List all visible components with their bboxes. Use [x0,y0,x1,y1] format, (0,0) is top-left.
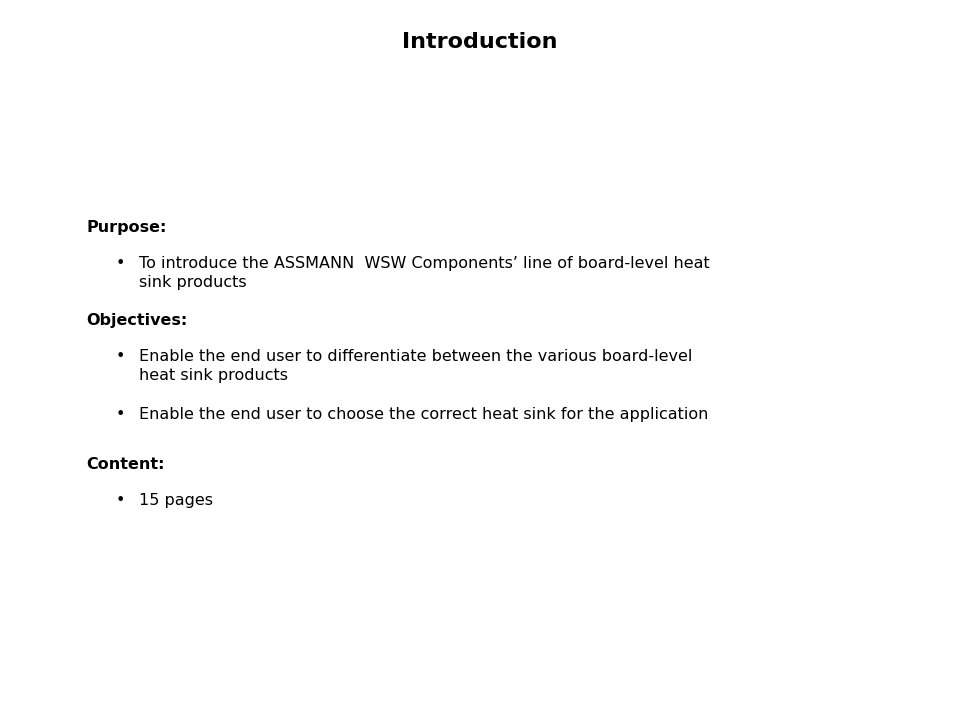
Text: Enable the end user to choose the correct heat sink for the application: Enable the end user to choose the correc… [139,407,708,422]
Text: Purpose:: Purpose: [86,220,167,235]
Text: Enable the end user to differentiate between the various board-level
heat sink p: Enable the end user to differentiate bet… [139,349,692,383]
Text: •: • [115,349,125,364]
Text: Objectives:: Objectives: [86,313,187,328]
Text: •: • [115,256,125,271]
Text: Content:: Content: [86,457,165,472]
Text: •: • [115,407,125,422]
Text: •: • [115,493,125,508]
Text: To introduce the ASSMANN  WSW Components’ line of board-level heat
sink products: To introduce the ASSMANN WSW Components’… [139,256,710,289]
Text: 15 pages: 15 pages [139,493,213,508]
Text: Introduction: Introduction [402,32,558,53]
